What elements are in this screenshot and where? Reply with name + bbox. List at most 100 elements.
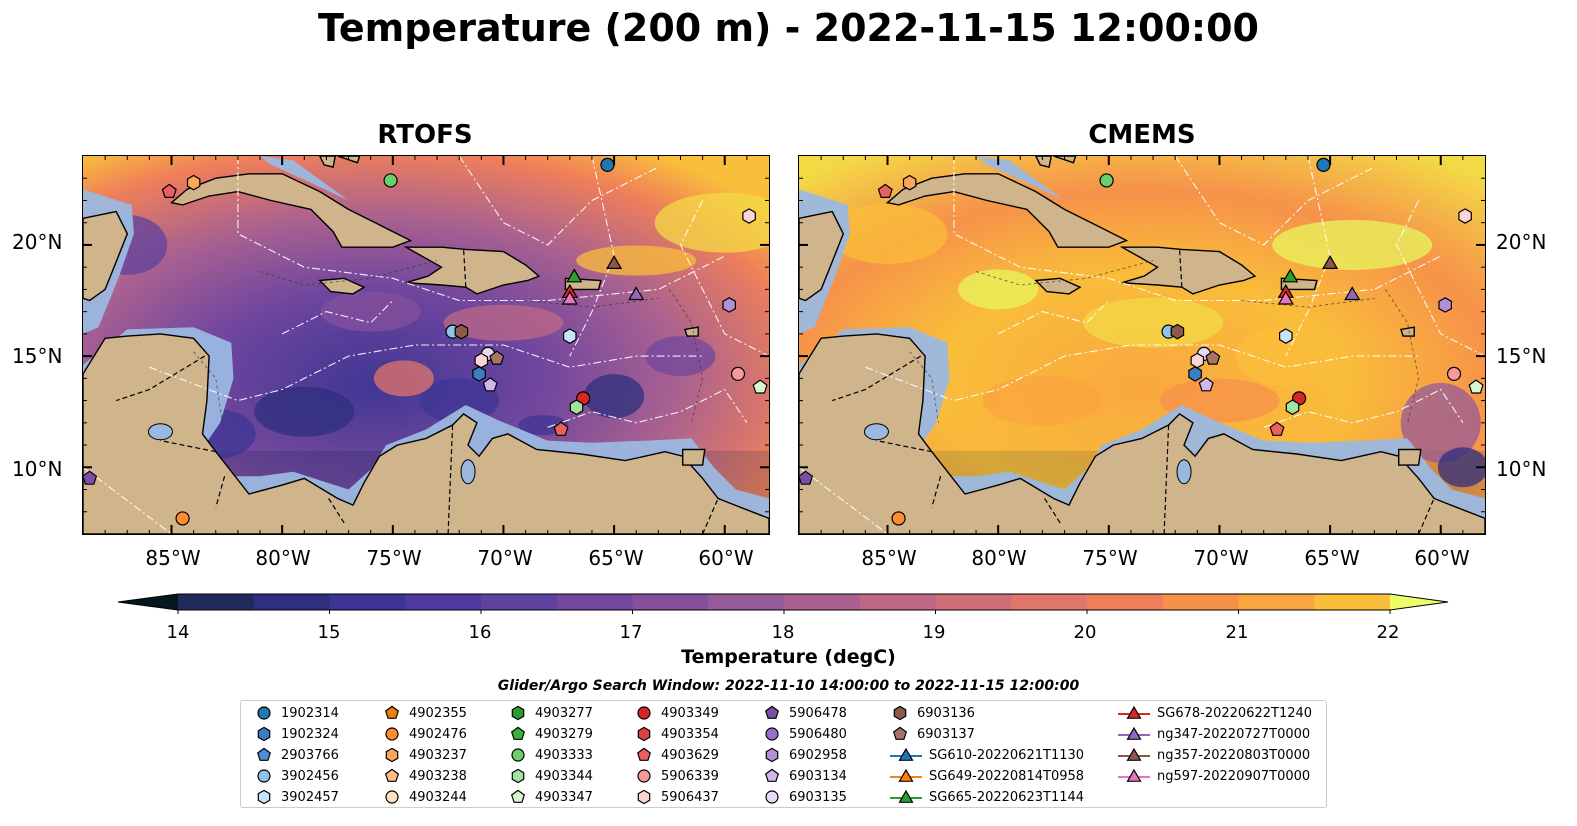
platform-marker[interactable] [175,511,190,526]
legend-item[interactable]: 5906480 [761,724,847,744]
legend-item[interactable]: 1902324 [253,724,339,744]
legend-marker-shape[interactable] [898,747,914,761]
platform-marker[interactable] [482,377,498,392]
platform-marker[interactable] [799,470,814,485]
platform-marker[interactable] [606,254,623,270]
platform-marker[interactable] [1446,366,1462,382]
platform-marker[interactable] [161,183,177,199]
platform-marker[interactable] [566,268,583,283]
platform-marker[interactable] [383,173,398,188]
legend-marker-shape[interactable] [1126,726,1142,740]
platform-marker[interactable] [1468,379,1484,394]
legend-marker-shape[interactable] [764,705,780,719]
legend-item[interactable]: ng357-20220803T0000 [1117,745,1310,765]
platform-marker[interactable] [628,286,645,301]
legend-item[interactable]: 3902457 [253,787,339,807]
legend-item[interactable]: 2903766 [253,745,339,765]
legend-marker-shape[interactable] [384,768,400,782]
platform-marker[interactable] [902,174,917,191]
platform-marker[interactable] [569,399,584,416]
legend-item[interactable]: 6902958 [761,745,847,765]
legend-marker-shape[interactable] [636,747,652,761]
platform-marker[interactable] [454,323,469,340]
platform-marker[interactable] [1099,173,1114,188]
platform-marker[interactable] [1344,286,1361,301]
legend-item[interactable]: 6903136 [889,703,975,723]
platform-marker[interactable] [1198,377,1214,392]
legend-item[interactable]: 4903244 [381,787,467,807]
platform-marker[interactable] [1205,350,1221,365]
legend-marker-shape[interactable] [385,727,399,741]
platform-marker[interactable] [730,366,746,382]
platform-marker[interactable] [553,421,569,436]
legend-marker-shape[interactable] [637,769,651,783]
legend-marker-shape[interactable] [1126,768,1142,782]
legend-marker-shape[interactable] [637,706,651,720]
platform-marker[interactable] [752,379,768,394]
platform-marker[interactable] [1282,268,1299,283]
legend-marker-shape[interactable] [256,747,272,761]
platform-marker[interactable] [742,208,756,224]
legend-marker-shape[interactable] [898,789,914,803]
legend-item[interactable]: 4903333 [507,745,593,765]
platform-marker[interactable] [600,157,615,172]
legend-marker-shape[interactable] [511,768,525,784]
legend-marker-shape[interactable] [892,726,908,740]
legend-marker-shape[interactable] [765,747,779,763]
legend-marker-shape[interactable] [257,726,271,742]
legend-item[interactable]: 4902355 [381,703,467,723]
platform-marker[interactable] [1170,323,1185,340]
legend-item[interactable]: 4903344 [507,766,593,786]
legend-item[interactable]: 4903237 [381,745,467,765]
legend-marker-shape[interactable] [385,790,399,804]
legend-marker-shape[interactable] [898,768,914,782]
legend-item[interactable]: 1902314 [253,703,339,723]
platform-marker[interactable] [1269,421,1285,436]
platform-marker[interactable] [1277,290,1294,305]
platform-marker[interactable] [877,183,893,199]
legend-item[interactable]: 4903354 [633,724,719,744]
legend-marker-shape[interactable] [765,790,779,804]
legend-item[interactable]: 5906478 [761,703,847,723]
platform-marker[interactable] [1190,352,1205,369]
legend-item[interactable]: 4903349 [633,703,719,723]
platform-marker[interactable] [1279,328,1293,344]
platform-marker[interactable] [474,352,489,369]
legend-marker-shape[interactable] [510,726,526,740]
map-panel-rtofs[interactable] [82,155,770,535]
legend-marker-shape[interactable] [765,727,779,741]
legend-marker-shape[interactable] [1126,705,1142,719]
legend-marker-shape[interactable] [257,789,271,805]
platform-marker[interactable] [1438,297,1453,313]
platform-marker[interactable] [1458,208,1472,224]
legend-item[interactable]: 4903238 [381,766,467,786]
legend-item[interactable]: SG665-20220623T1144 [889,787,1084,807]
legend-item[interactable]: SG610-20220621T1130 [889,745,1084,765]
platform-marker[interactable] [1316,157,1331,172]
platform-marker[interactable] [83,470,98,485]
legend-item[interactable]: 4903347 [507,787,593,807]
legend-marker-shape[interactable] [637,789,651,805]
legend-item[interactable]: 4903279 [507,724,593,744]
platform-marker[interactable] [563,328,577,344]
legend-item[interactable]: 4903629 [633,745,719,765]
legend-item[interactable]: SG678-20220622T1240 [1117,703,1312,723]
legend-marker-shape[interactable] [893,705,907,721]
legend-marker-shape[interactable] [385,747,399,763]
legend-marker-shape[interactable] [511,705,525,721]
legend-item[interactable]: 4903277 [507,703,593,723]
legend-item[interactable]: 5906437 [633,787,719,807]
legend-item[interactable]: 5906339 [633,766,719,786]
platform-marker[interactable] [472,366,486,382]
platform-marker[interactable] [722,297,737,313]
legend-item[interactable]: 4902476 [381,724,467,744]
legend-marker-shape[interactable] [764,768,780,782]
legend-item[interactable]: 6903137 [889,724,975,744]
platform-marker[interactable] [1188,366,1202,382]
legend-marker-shape[interactable] [511,748,525,762]
legend-marker-shape[interactable] [637,726,651,742]
legend-marker-shape[interactable] [384,705,400,719]
legend-marker-shape[interactable] [257,769,271,783]
legend-item[interactable]: 3902456 [253,766,339,786]
legend-marker-shape[interactable] [257,706,271,720]
